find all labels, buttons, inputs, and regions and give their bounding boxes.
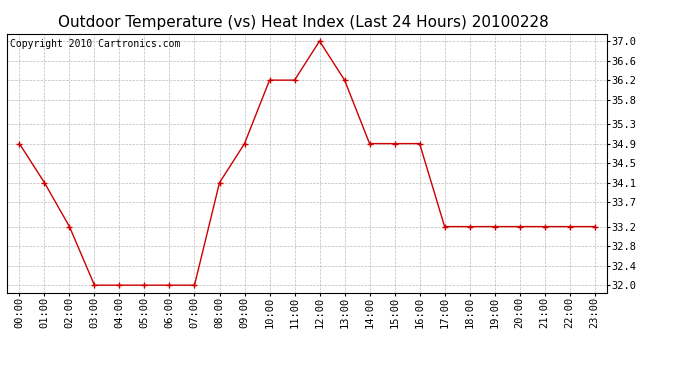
Text: Outdoor Temperature (vs) Heat Index (Last 24 Hours) 20100228: Outdoor Temperature (vs) Heat Index (Las… bbox=[58, 15, 549, 30]
Text: Copyright 2010 Cartronics.com: Copyright 2010 Cartronics.com bbox=[10, 39, 180, 49]
